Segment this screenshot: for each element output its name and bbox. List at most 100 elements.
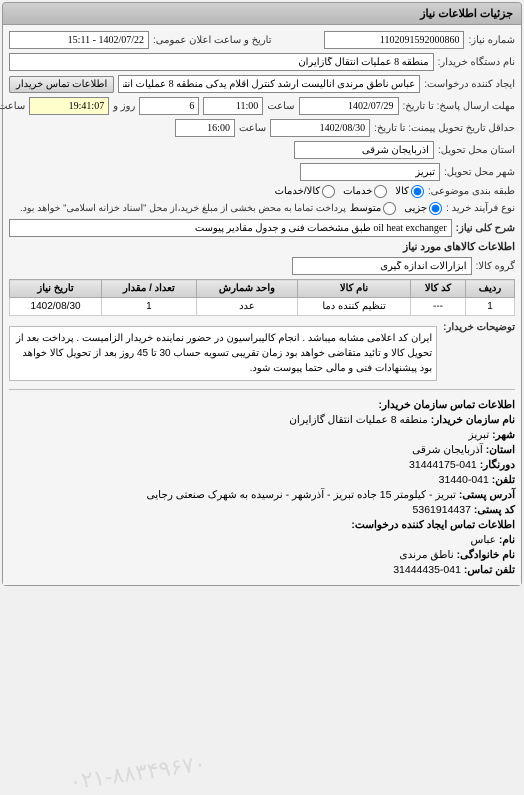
radio-kala-input[interactable] xyxy=(411,185,424,198)
requester-input[interactable] xyxy=(118,75,420,93)
watermark: ۰۲۱-۸۸۳۴۹۶۷۰ xyxy=(68,751,208,795)
org-line: نام سازمان خریدار: منطقه 8 عملیات انتقال… xyxy=(9,414,515,426)
cell-row: 1 xyxy=(466,298,515,316)
col-code: کد کالا xyxy=(410,280,465,298)
radio-motavaset[interactable]: متوسط xyxy=(350,202,396,215)
days-input[interactable] xyxy=(139,97,199,115)
table-header-row: ردیف کد کالا نام کالا واحد شمارش تعداد /… xyxy=(10,280,515,298)
org-label: نام سازمان خریدار: xyxy=(431,414,515,426)
days-label: روز و xyxy=(113,101,135,112)
req-contact-title: اطلاعات تماس ایجاد کننده درخواست: xyxy=(9,519,515,531)
dept-row: نام دستگاه خریدار: xyxy=(9,53,515,71)
city-row: شهر محل تحویل: xyxy=(9,163,515,181)
panel-body: شماره نیاز: تاریخ و ساعت اعلان عمومی: نا… xyxy=(3,25,521,585)
fax-label: دورنگار: xyxy=(480,459,515,471)
process-row: نوع فرآیند خرید : جزیی متوسط پرداخت تمام… xyxy=(9,202,515,215)
col-row: ردیف xyxy=(466,280,515,298)
radio-jozi[interactable]: جزیی xyxy=(404,202,442,215)
col-name: نام کالا xyxy=(298,280,411,298)
radio-motavaset-input[interactable] xyxy=(383,202,396,215)
radio-jozi-input[interactable] xyxy=(429,202,442,215)
radio-khadamat-input[interactable] xyxy=(374,185,387,198)
pub-date-label: تاریخ و ساعت اعلان عمومی: xyxy=(153,35,272,46)
deadline-label: مهلت ارسال پاسخ: تا تاریخ: xyxy=(403,101,515,112)
postal-value: 5361914437 xyxy=(413,504,471,516)
table-row[interactable]: 1 --- تنظیم کننده دما عدد 1 1402/08/30 xyxy=(10,298,515,316)
family-value: ناطق مرندی xyxy=(399,549,453,561)
fax-line: دورنگار: 041-31444175 xyxy=(9,459,515,471)
delivery-time-input[interactable] xyxy=(175,119,235,137)
cell-qty: 1 xyxy=(102,298,197,316)
family-label: نام خانوادگی: xyxy=(457,549,515,561)
family-line: نام خانوادگی: ناطق مرندی xyxy=(9,549,515,561)
req-no-label: شماره نیاز: xyxy=(468,35,515,46)
pub-date-input[interactable] xyxy=(9,31,149,49)
radio-kala-khadamat[interactable]: کالا/خدمات xyxy=(275,185,336,198)
city-input[interactable] xyxy=(300,163,440,181)
col-qty: تعداد / مقدار xyxy=(102,280,197,298)
need-desc-row: شرح کلی نیاز: xyxy=(9,219,515,237)
name-value: عباس xyxy=(471,534,496,546)
radio-kala[interactable]: کالا xyxy=(395,185,424,198)
deadline-time-input[interactable] xyxy=(203,97,263,115)
panel-title: جزئیات اطلاعات نیاز xyxy=(3,3,521,25)
phone-label: تلفن تماس: xyxy=(464,564,515,576)
process-radio-group: جزیی متوسط xyxy=(350,202,442,215)
province-input[interactable] xyxy=(294,141,434,159)
contact-city-value: تبریز xyxy=(469,429,490,441)
req-no-row: شماره نیاز: تاریخ و ساعت اعلان عمومی: xyxy=(9,31,515,49)
dept-input[interactable] xyxy=(9,53,434,71)
remain-input xyxy=(29,97,109,115)
contact-title: اطلاعات تماس سازمان خریدار: xyxy=(9,399,515,411)
delivery-time-label: ساعت xyxy=(239,123,266,134)
city-line: شهر: تبریز xyxy=(9,429,515,441)
address-label: آدرس پستی: xyxy=(459,489,515,501)
deadline-time-label: ساعت xyxy=(267,101,294,112)
postal-label: کد پستی: xyxy=(474,504,515,516)
requester-row: ایجاد کننده درخواست: اطلاعات تماس خریدار xyxy=(9,75,515,93)
contact-province-value: آذربایجان شرقی xyxy=(412,444,483,456)
address-line: آدرس پستی: تبریز - کیلومتر 15 جاده تبریز… xyxy=(9,489,515,501)
tel-line: تلفن: 041-31440 xyxy=(9,474,515,486)
delivery-label: حداقل تاریخ تحویل پیمنت: تا تاریخ: xyxy=(374,123,515,134)
notes-text: ایران کد اعلامی مشابه میباشد . انجام کال… xyxy=(9,326,437,381)
cell-code: --- xyxy=(410,298,465,316)
name-label: نام: xyxy=(499,534,515,546)
notes-row: توضیحات خریدار: ایران کد اعلامی مشابه می… xyxy=(9,322,515,381)
contact-section: ۰۲۱-۸۸۳۴۹۶۷۰ اطلاعات تماس سازمان خریدار:… xyxy=(9,389,515,576)
items-title: اطلاعات کالاهای مورد نیاز xyxy=(9,241,515,253)
req-no-input[interactable] xyxy=(324,31,464,49)
city-label: شهر محل تحویل: xyxy=(444,167,515,178)
category-label: طبقه بندی موضوعی: xyxy=(428,186,515,197)
deadline-date-input[interactable] xyxy=(299,97,399,115)
group-input[interactable] xyxy=(292,257,472,275)
contact-info-button[interactable]: اطلاعات تماس خریدار xyxy=(9,76,114,93)
requester-label: ایجاد کننده درخواست: xyxy=(424,79,515,90)
postal-line: کد پستی: 5361914437 xyxy=(9,504,515,516)
radio-kala-khadamat-input[interactable] xyxy=(322,185,335,198)
remain-label: ساعت باقی مانده xyxy=(0,101,25,112)
deadline-row: مهلت ارسال پاسخ: تا تاریخ: ساعت روز و سا… xyxy=(9,97,515,115)
group-label: گروه کالا: xyxy=(476,261,515,272)
need-desc-label: شرح کلی نیاز: xyxy=(456,223,515,234)
delivery-row: حداقل تاریخ تحویل پیمنت: تا تاریخ: ساعت xyxy=(9,119,515,137)
fax-value: 041-31444175 xyxy=(409,459,477,471)
cell-date: 1402/08/30 xyxy=(10,298,102,316)
col-date: تاریخ نیاز xyxy=(10,280,102,298)
province-line: استان: آذربایجان شرقی xyxy=(9,444,515,456)
org-value: منطقه 8 عملیات انتقال گازایران xyxy=(289,414,428,426)
phone-line: تلفن تماس: 041-31444435 xyxy=(9,564,515,576)
province-row: استان محل تحویل: xyxy=(9,141,515,159)
need-desc-input[interactable] xyxy=(9,219,452,237)
delivery-date-input[interactable] xyxy=(270,119,370,137)
radio-khadamat[interactable]: خدمات xyxy=(343,185,387,198)
province-label: استان محل تحویل: xyxy=(438,145,515,156)
dept-label: نام دستگاه خریدار: xyxy=(438,57,515,68)
cell-unit: عدد xyxy=(196,298,297,316)
items-table: ردیف کد کالا نام کالا واحد شمارش تعداد /… xyxy=(9,279,515,316)
contact-province-label: استان: xyxy=(486,444,515,456)
tel-value: 041-31440 xyxy=(439,474,489,486)
cell-name: تنظیم کننده دما xyxy=(298,298,411,316)
process-note: پرداخت تماما به محض بخشی از مبلغ خرید،از… xyxy=(20,203,346,214)
category-radio-group: کالا خدمات کالا/خدمات xyxy=(275,185,424,198)
